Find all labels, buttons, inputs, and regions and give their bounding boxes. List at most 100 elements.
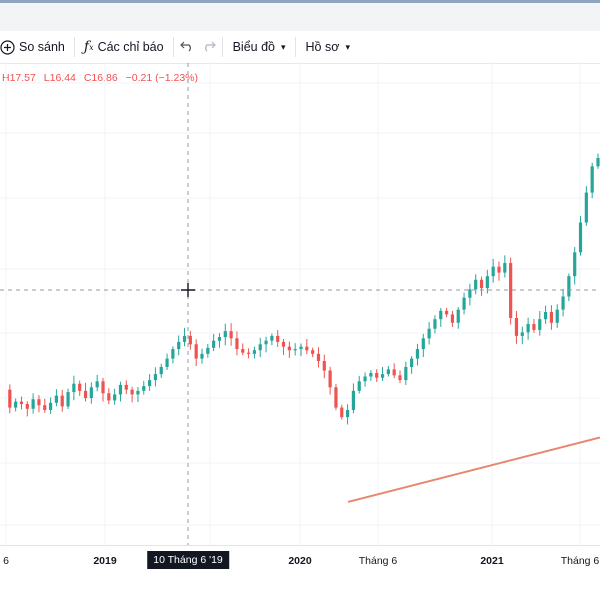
price-chart[interactable] xyxy=(0,63,600,545)
ohlc-low: L16.44 xyxy=(43,72,76,84)
candle-body xyxy=(270,335,274,341)
chevron-down-icon: ▾ xyxy=(281,41,286,52)
redo-button[interactable] xyxy=(198,34,220,60)
bottom-panel xyxy=(0,573,600,600)
ohlc-close: C16.86 xyxy=(83,72,118,84)
chevron-down-icon: ▾ xyxy=(345,41,350,52)
candle-body xyxy=(526,323,530,333)
candle-body xyxy=(188,335,192,345)
candle-body xyxy=(444,310,449,315)
candle-body xyxy=(485,276,489,289)
candle-body xyxy=(293,349,297,351)
window-top-border xyxy=(0,0,600,3)
candle-body xyxy=(147,380,152,387)
candle-body xyxy=(433,319,437,329)
candle-body xyxy=(212,340,216,348)
candle-body xyxy=(596,157,600,167)
candle-body xyxy=(386,369,390,375)
crosshair-date-label: 10 Tháng 6 '19 xyxy=(147,551,229,569)
candle-body xyxy=(479,279,484,289)
undo-icon xyxy=(179,40,194,55)
candle-body xyxy=(31,399,35,409)
candle-body xyxy=(351,390,356,410)
candle-body xyxy=(107,393,111,401)
profile-menu-label: Hồ sơ xyxy=(305,40,340,54)
candle-body xyxy=(375,372,379,378)
candle-body xyxy=(258,344,262,351)
candle-body xyxy=(590,166,594,193)
time-axis-tick: 6 xyxy=(3,555,9,567)
candle-body xyxy=(165,358,169,367)
candle-body xyxy=(206,347,210,354)
candle-body xyxy=(252,350,257,354)
candle-body xyxy=(95,381,99,388)
candle-body xyxy=(200,353,204,359)
candle-body xyxy=(578,222,583,253)
trendline xyxy=(347,436,600,503)
candle-body xyxy=(83,390,88,399)
candle-body xyxy=(281,341,286,347)
time-axis-tick: Tháng 6 xyxy=(560,555,600,567)
candle-body xyxy=(235,338,239,350)
candle-body xyxy=(520,332,524,336)
candle-body xyxy=(194,344,198,359)
candle-body xyxy=(316,353,321,361)
candle-body xyxy=(153,374,158,381)
compare-button[interactable]: So sánh xyxy=(0,34,72,60)
crosshair-cursor-icon xyxy=(181,283,195,297)
candle-body xyxy=(561,296,565,310)
candle-body xyxy=(246,352,251,354)
candle-body xyxy=(573,252,577,277)
window-top-bar xyxy=(0,0,600,31)
toolbar-divider xyxy=(221,37,223,57)
candle-body xyxy=(415,349,420,359)
candle-body xyxy=(43,405,47,410)
candle-body xyxy=(118,384,123,395)
toolbar-divider xyxy=(294,37,296,57)
ohlc-high: H17.57 xyxy=(2,72,36,84)
time-axis[interactable]: 6 2019 2020 Tháng 6 2021 Tháng 6 10 Tháng 6 '1… xyxy=(0,545,600,574)
candle-body xyxy=(37,399,41,406)
candle-body xyxy=(171,349,175,359)
candle-body xyxy=(369,372,373,377)
candle-body xyxy=(130,389,134,395)
candle-body xyxy=(567,276,571,297)
candle-body xyxy=(182,335,187,342)
candle-body xyxy=(404,366,408,381)
candle-body xyxy=(78,383,82,391)
candle-body xyxy=(322,361,326,371)
candle-body xyxy=(456,309,460,323)
candle-body xyxy=(491,266,495,277)
candle-body xyxy=(497,266,501,273)
plus-circle-icon xyxy=(0,39,15,55)
candle-body xyxy=(177,341,181,350)
candle-body xyxy=(124,384,128,390)
candle-body xyxy=(398,375,402,381)
candle-body xyxy=(72,383,76,393)
ohlc-legend: H17.57 L16.44 C16.86 −0.21 (−1.23%) xyxy=(2,72,203,84)
indicators-label: Các chỉ báo xyxy=(97,40,164,54)
toolbar-divider xyxy=(73,37,75,57)
candle-body xyxy=(142,386,146,391)
time-axis-tick: 2020 xyxy=(288,555,312,567)
time-axis-tick: 2021 xyxy=(480,555,504,567)
candle-body xyxy=(363,376,367,382)
candle-body xyxy=(509,263,513,318)
candle-body xyxy=(334,387,338,408)
chart-menu-label: Biểu đồ xyxy=(232,40,275,54)
candle-body xyxy=(54,395,59,403)
toolbar-divider xyxy=(172,37,174,57)
profile-menu-button[interactable]: Hồ sơ ▾ xyxy=(298,34,357,60)
candle-body xyxy=(276,335,280,342)
undo-button[interactable] xyxy=(176,34,198,60)
chart-menu-button[interactable]: Biểu đồ ▾ xyxy=(225,34,293,60)
candle-body xyxy=(468,289,472,298)
candle-body xyxy=(514,318,519,336)
candle-body xyxy=(462,297,466,310)
candle-body xyxy=(328,370,332,388)
candle-body xyxy=(101,381,105,394)
candle-body xyxy=(421,338,425,350)
candle-body xyxy=(229,331,233,339)
